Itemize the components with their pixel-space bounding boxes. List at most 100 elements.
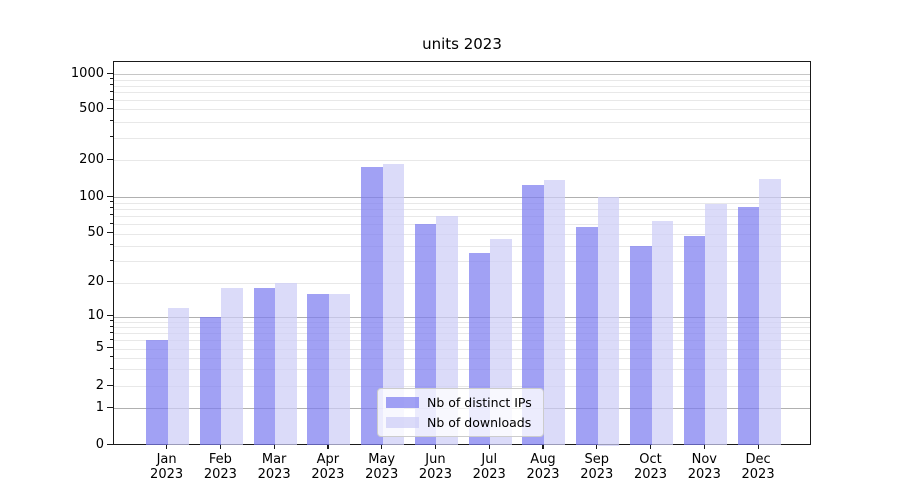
- y-tick-label-500: 500: [79, 100, 104, 116]
- y-tick-label-1000: 1000: [70, 65, 104, 81]
- y-tick-1: [107, 406, 113, 408]
- y-minor-tick-4: [109, 356, 113, 358]
- x-tick-jun: [434, 444, 437, 449]
- y-tick-label-2: 2: [95, 377, 104, 393]
- legend-row-nb-of-distinct-ips: Nb of distinct IPs: [386, 395, 543, 410]
- x-tick-label-sep: Sep 2023: [580, 452, 614, 482]
- minor-gridline-500: [114, 109, 810, 111]
- y-tick-label-0: 0: [95, 437, 104, 452]
- legend-row-nb-of-downloads: Nb of downloads: [386, 415, 543, 430]
- x-tick-may: [381, 444, 383, 449]
- minor-gridline-600: [114, 100, 810, 102]
- y-minor-tick-8: [109, 325, 113, 327]
- y-tick-label-100: 100: [79, 188, 104, 204]
- minor-gridline-400: [114, 121, 810, 123]
- x-tick-label-apr: Apr 2023: [311, 452, 345, 482]
- bar-nb-of-downloads-dec: [759, 179, 781, 446]
- bar-nb-of-downloads-sep: [597, 197, 620, 446]
- y-tick-label-200: 200: [79, 151, 104, 167]
- bar-nb-of-downloads-nov: [705, 204, 727, 446]
- bar-nb-of-distinct-ips-dec: [737, 206, 760, 446]
- x-tick-label-jun: Jun 2023: [418, 452, 452, 482]
- x-tick-label-mar: Mar 2023: [257, 452, 291, 482]
- x-tick-feb: [219, 444, 222, 449]
- y-minor-tick-3: [109, 367, 113, 369]
- y-tick-1000: [107, 72, 113, 74]
- y-tick-label-1: 1: [95, 399, 104, 415]
- y-tick-label-5: 5: [95, 340, 104, 356]
- legend-label-nb-of-distinct-ips: Nb of distinct IPs: [427, 394, 532, 410]
- bar-nb-of-distinct-ips-apr: [307, 293, 329, 446]
- y-tick-100: [107, 195, 113, 197]
- bar-nb-of-distinct-ips-sep: [576, 226, 598, 446]
- bar-nb-of-distinct-ips-feb: [199, 316, 222, 446]
- y-minor-tick-200: [109, 158, 113, 160]
- minor-gridline-700: [114, 92, 810, 94]
- bar-nb-of-distinct-ips-oct: [630, 245, 652, 446]
- y-minor-tick-500: [109, 107, 113, 109]
- bar-nb-of-downloads-aug: [543, 179, 566, 446]
- x-tick-label-jul: Jul 2023: [472, 452, 506, 482]
- bar-nb-of-downloads-mar: [275, 282, 297, 446]
- y-tick-label-10: 10: [87, 308, 104, 324]
- minor-gridline-3: [114, 369, 810, 371]
- bar-nb-of-distinct-ips-aug: [522, 185, 544, 446]
- legend-swatch-nb-of-distinct-ips: [386, 396, 419, 408]
- bar-nb-of-downloads-jan: [167, 307, 190, 446]
- minor-gridline-6: [114, 340, 810, 342]
- major-gridline-100: [114, 197, 810, 198]
- minor-gridline-5: [114, 348, 810, 350]
- x-tick-label-oct: Oct 2023: [633, 452, 668, 482]
- bar-nb-of-distinct-ips-may: [361, 167, 383, 446]
- x-tick-jan: [166, 444, 168, 449]
- minor-gridline-8: [114, 327, 810, 328]
- y-tick-0: [107, 444, 113, 446]
- legend: Nb of distinct IPs Nb of downloads: [377, 388, 544, 437]
- y-minor-tick-80: [109, 207, 113, 209]
- bar-nb-of-downloads-apr: [328, 293, 351, 446]
- y-minor-tick-600: [109, 98, 113, 100]
- major-gridline-1000: [114, 74, 810, 76]
- chart-title: units 2023: [422, 35, 502, 53]
- y-tick-label-50: 50: [87, 225, 104, 241]
- y-minor-tick-40: [109, 244, 113, 246]
- x-tick-dec: [757, 444, 759, 449]
- y-minor-tick-90: [109, 201, 113, 203]
- plot-area: [113, 61, 811, 446]
- y-minor-tick-5: [109, 347, 113, 349]
- y-minor-tick-400: [109, 120, 113, 122]
- minor-gridline-80: [114, 208, 810, 210]
- minor-gridline-800: [114, 85, 810, 87]
- y-minor-tick-900: [109, 78, 113, 80]
- bar-nb-of-downloads-oct: [651, 221, 674, 446]
- bar-nb-of-downloads-may: [382, 164, 405, 446]
- y-minor-tick-70: [109, 214, 113, 216]
- x-tick-oct: [650, 444, 652, 449]
- minor-gridline-7: [114, 333, 810, 335]
- legend-label-nb-of-downloads: Nb of downloads: [427, 415, 532, 431]
- bar-nb-of-distinct-ips-nov: [683, 235, 706, 446]
- bar-nb-of-downloads-feb: [221, 287, 243, 446]
- bar-nb-of-distinct-ips-jan: [146, 340, 168, 446]
- y-minor-tick-7: [109, 331, 113, 333]
- legend-swatch-nb-of-downloads: [386, 417, 419, 429]
- minor-gridline-30: [114, 261, 810, 263]
- y-minor-tick-50: [109, 232, 113, 234]
- minor-gridline-90: [114, 202, 810, 204]
- minor-gridline-40: [114, 245, 810, 247]
- x-tick-label-nov: Nov 2023: [687, 452, 721, 482]
- y-minor-tick-60: [109, 222, 113, 224]
- y-tick-10: [107, 315, 113, 317]
- minor-gridline-900: [114, 79, 810, 81]
- minor-gridline-2: [114, 386, 810, 387]
- y-tick-label-20: 20: [87, 274, 104, 290]
- y-minor-tick-9: [109, 320, 113, 322]
- x-tick-sep: [596, 444, 598, 449]
- x-tick-jul: [488, 444, 490, 449]
- bar-nb-of-distinct-ips-mar: [253, 287, 276, 446]
- x-tick-label-aug: Aug 2023: [526, 452, 560, 482]
- minor-gridline-60: [114, 224, 810, 226]
- x-tick-aug: [542, 444, 544, 449]
- minor-gridline-20: [114, 282, 810, 284]
